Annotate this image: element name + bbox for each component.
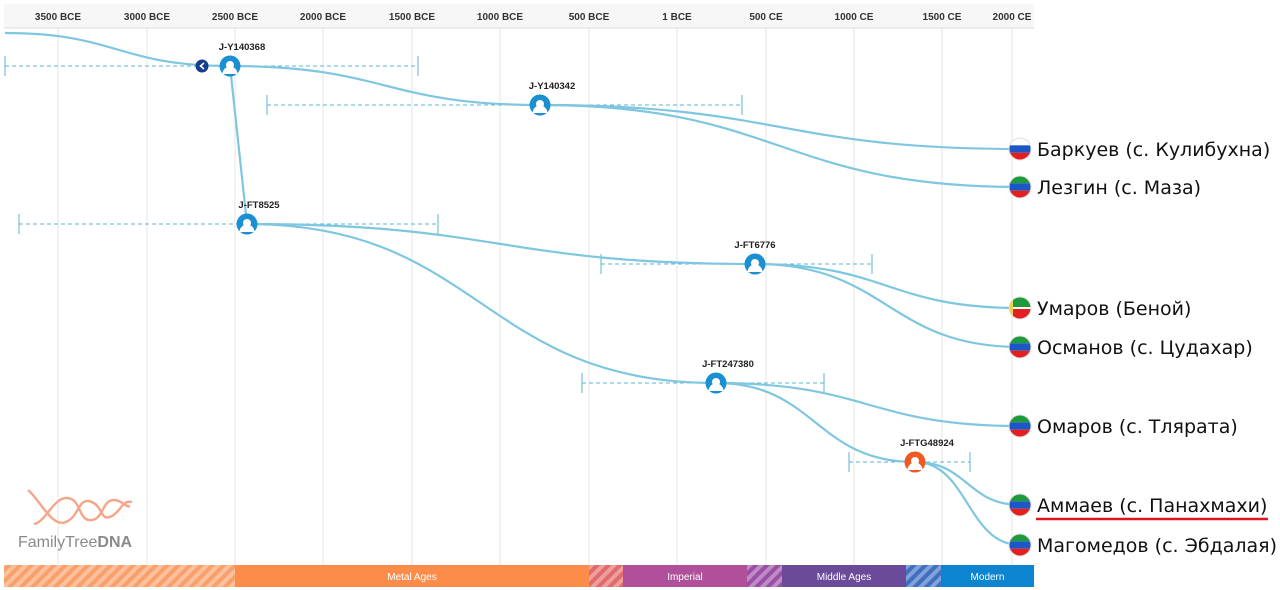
era-segment: Metal Ages bbox=[235, 565, 589, 587]
era-segment: Modern bbox=[941, 565, 1034, 587]
tree-node-j-ft8525[interactable]: J-FT8525 bbox=[236, 200, 281, 235]
tick-label: 500 CE bbox=[749, 12, 783, 23]
date-range-bar bbox=[848, 452, 971, 472]
dagestan-flag-icon bbox=[1009, 494, 1031, 516]
date-range-bars bbox=[4, 56, 971, 472]
era-label: Modern bbox=[971, 572, 1005, 583]
date-range-bar bbox=[266, 95, 743, 115]
leaf-label: Аммаев (с. Панахмахи) bbox=[1037, 495, 1267, 517]
tree-node-j-ft247380[interactable]: J-FT247380 bbox=[702, 359, 754, 394]
era-label: Metal Ages bbox=[387, 572, 436, 583]
tick-label: 2000 BCE bbox=[300, 12, 346, 23]
branch-line bbox=[228, 65, 249, 225]
tick-label: 1 BCE bbox=[662, 12, 692, 23]
era-segment: Middle Ages bbox=[782, 565, 906, 587]
leaf-item[interactable]: Магомедов (с. Эбдалая) bbox=[1008, 533, 1277, 557]
leaf-label: Баркуев (с. Кулибухна) bbox=[1037, 139, 1270, 161]
era-segment bbox=[906, 565, 941, 587]
dna-helix-icon bbox=[27, 489, 133, 526]
branch-line bbox=[229, 64, 541, 107]
branches bbox=[4, 31, 1021, 547]
leaf-item[interactable]: Омаров (с. Тлярата) bbox=[1008, 414, 1238, 438]
russia-flag-icon bbox=[1009, 138, 1031, 160]
tick-label: 1500 CE bbox=[923, 12, 962, 23]
chechnya-flag-icon bbox=[1009, 297, 1031, 319]
tick-label: 3000 BCE bbox=[124, 12, 170, 23]
tick-label: 500 BCE bbox=[569, 12, 610, 23]
dagestan-flag-icon bbox=[1009, 534, 1031, 556]
leaf-item[interactable]: Аммаев (с. Панахмахи) bbox=[1008, 493, 1267, 517]
branch-line bbox=[914, 460, 1021, 547]
familytreedna-logo: FamilyTreeDNA bbox=[18, 489, 133, 551]
tree-node-j-ftg48924[interactable]: J-FTG48924 bbox=[900, 438, 955, 473]
leaf-item[interactable]: Умаров (Беной) bbox=[1008, 296, 1191, 320]
era-bar: Metal Ages Imperial Middle Ages Modern bbox=[4, 565, 1034, 587]
branch-line bbox=[754, 262, 1021, 310]
leaf-label: Лезгин (с. Маза) bbox=[1037, 177, 1201, 199]
leaf-label: Магомедов (с. Эбдалая) bbox=[1037, 535, 1277, 557]
tree-node-j-y140342[interactable]: J-Y140342 bbox=[529, 81, 575, 116]
tree-node-j-y140368[interactable]: J-Y140368 bbox=[219, 42, 265, 77]
timeline-header bbox=[4, 4, 1034, 28]
node-label: J-FT6776 bbox=[734, 240, 775, 251]
era-segment: Imperial bbox=[623, 565, 747, 587]
branch-line bbox=[754, 262, 1021, 349]
back-arrow-button[interactable] bbox=[195, 59, 209, 73]
era-label: Middle Ages bbox=[817, 572, 871, 583]
tick-label: 2000 CE bbox=[993, 12, 1032, 23]
tick-label: 1000 CE bbox=[835, 12, 874, 23]
node-label: J-FTG48924 bbox=[900, 438, 955, 449]
tick-label: 1500 BCE bbox=[389, 12, 435, 23]
branch-line bbox=[715, 381, 916, 464]
era-segment bbox=[589, 565, 623, 587]
timeline-ticks: 3500 BCE 3000 BCE 2500 BCE 2000 BCE 1500 BCE… bbox=[35, 12, 1032, 23]
dagestan-flag-icon bbox=[1009, 336, 1031, 358]
leaf-label: Османов (с. Цудахар) bbox=[1037, 337, 1253, 359]
era-label: Imperial bbox=[667, 572, 703, 583]
leaf-item[interactable]: Османов (с. Цудахар) bbox=[1008, 335, 1253, 359]
leaf-item[interactable]: Лезгин (с. Маза) bbox=[1008, 175, 1201, 199]
tick-label: 2500 BCE bbox=[212, 12, 258, 23]
logo-text-regular: FamilyTree bbox=[18, 534, 98, 551]
leaves: Баркуев (с. Кулибухна) Лезгин (с. Маза) Ум… bbox=[1008, 137, 1277, 557]
node-label: J-FT247380 bbox=[702, 359, 754, 370]
era-segment bbox=[747, 565, 782, 587]
dagestan-flag-icon bbox=[1009, 415, 1031, 437]
svg-text:FamilyTreeDNA: FamilyTreeDNA bbox=[18, 534, 133, 551]
leaf-label: Омаров (с. Тлярата) bbox=[1037, 416, 1238, 438]
branch-line bbox=[246, 222, 717, 385]
branch-line bbox=[4, 31, 231, 68]
node-label: J-FT8525 bbox=[238, 200, 280, 211]
node-label: J-Y140368 bbox=[219, 42, 265, 53]
branch-line bbox=[539, 103, 1021, 151]
branch-line bbox=[715, 381, 1021, 428]
era-segment bbox=[4, 565, 235, 587]
tick-label: 1000 BCE bbox=[477, 12, 523, 23]
logo-text-bold: DNA bbox=[97, 534, 132, 551]
node-label: J-Y140342 bbox=[529, 81, 575, 92]
branch-line bbox=[539, 103, 1021, 189]
leaf-item[interactable]: Баркуев (с. Кулибухна) bbox=[1008, 137, 1270, 161]
tick-label: 3500 BCE bbox=[35, 12, 81, 23]
branch-line bbox=[914, 460, 1021, 507]
nodes: J-Y140368 J-Y140342 J-FT8525 J-FT6776 J-FT24… bbox=[219, 42, 955, 473]
dagestan-flag-icon bbox=[1009, 176, 1031, 198]
branch-line bbox=[246, 222, 756, 266]
tree-node-j-ft6776[interactable]: J-FT6776 bbox=[734, 240, 776, 275]
leaf-label: Умаров (Беной) bbox=[1037, 298, 1191, 320]
date-range-bar bbox=[18, 214, 439, 234]
